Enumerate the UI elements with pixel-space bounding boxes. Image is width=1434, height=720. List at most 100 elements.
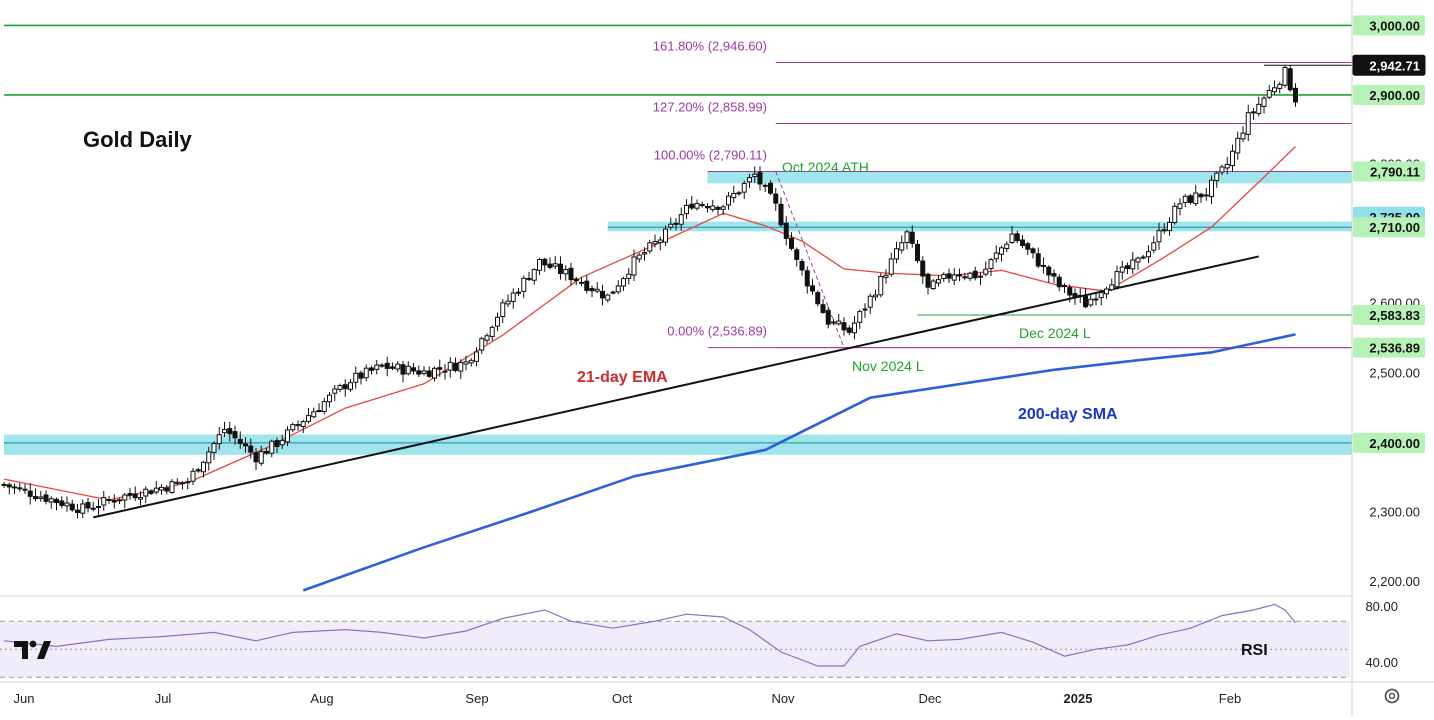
candle-body — [820, 304, 826, 313]
candle-body — [873, 294, 878, 298]
candle — [185, 477, 191, 490]
candle — [395, 361, 401, 373]
candle — [978, 272, 983, 286]
candle-body — [384, 362, 390, 369]
gear-icon[interactable] — [1384, 688, 1400, 704]
candle-body — [59, 500, 65, 506]
candle-body — [825, 310, 831, 325]
candle-body — [1256, 103, 1262, 114]
candle — [458, 359, 464, 380]
candle-body — [1266, 89, 1272, 98]
candle-body — [463, 361, 469, 365]
price-tag-label: 3,000.00 — [1369, 18, 1420, 33]
candle-body — [411, 367, 416, 372]
candle-body — [1240, 132, 1246, 140]
candle — [1025, 241, 1031, 256]
candle-body — [563, 268, 569, 275]
candle — [972, 266, 978, 281]
candle-body — [274, 440, 280, 447]
candle-body — [311, 411, 317, 418]
candle-body — [1177, 203, 1183, 209]
candle — [1077, 288, 1083, 304]
candle-body — [726, 195, 731, 206]
candle-body — [647, 242, 653, 252]
x-tick-label: Aug — [310, 691, 333, 706]
annotation-label: RSI — [1241, 642, 1268, 659]
candle-body — [1020, 239, 1025, 247]
candle — [547, 257, 553, 270]
candle-body — [75, 509, 80, 513]
candle-body — [90, 507, 96, 510]
candle-body — [747, 177, 752, 183]
candle — [253, 448, 259, 471]
candle — [930, 278, 936, 291]
candle-body — [537, 258, 542, 271]
candle — [90, 501, 96, 512]
candle — [752, 166, 758, 183]
candle — [169, 479, 175, 494]
candle — [1277, 81, 1283, 94]
candle — [248, 438, 254, 459]
candle — [925, 272, 931, 295]
candle — [1272, 80, 1277, 96]
fib-label: 0.00% (2,536.89) — [667, 324, 767, 339]
candle-body — [930, 280, 936, 290]
candle-body — [1188, 195, 1193, 204]
candle — [22, 483, 28, 495]
candle-body — [201, 461, 206, 473]
candle-body — [584, 280, 590, 291]
candle — [258, 445, 264, 466]
candle-body — [831, 321, 836, 324]
candle-body — [395, 363, 401, 370]
candle-body — [117, 499, 122, 502]
candle — [668, 217, 674, 230]
candle — [174, 478, 180, 486]
candle — [500, 298, 506, 324]
candle — [867, 293, 873, 314]
candle — [689, 195, 695, 211]
candle — [741, 180, 747, 200]
candle — [106, 495, 112, 504]
candle — [563, 265, 569, 281]
candle — [615, 280, 621, 295]
candle-body — [678, 214, 684, 225]
price-tag: 2,942.71 — [1352, 54, 1426, 76]
candle-body — [810, 285, 815, 292]
price-tag-label: 2,536.89 — [1369, 341, 1420, 356]
candle-body — [206, 451, 212, 464]
candle — [584, 275, 590, 294]
candle-body — [153, 487, 159, 493]
candle-body — [1272, 87, 1277, 93]
candle — [101, 490, 107, 511]
candle-body — [64, 502, 70, 507]
annotation-label: 21-day EMA — [577, 369, 668, 386]
candle — [516, 287, 521, 296]
candle — [300, 419, 306, 434]
candle-body — [243, 443, 248, 447]
candle-body — [453, 362, 458, 372]
candle — [537, 257, 542, 276]
candle — [264, 447, 269, 455]
price-tag-box — [1353, 304, 1425, 325]
candle-body — [348, 382, 353, 390]
candle — [332, 384, 338, 402]
candle — [327, 392, 332, 408]
candle-body — [264, 450, 269, 454]
candle-body — [390, 366, 395, 369]
y-tick-label: 2,500.00 — [1369, 365, 1420, 380]
candle-body — [589, 288, 595, 292]
candle — [279, 434, 285, 449]
candle — [374, 359, 380, 375]
candle — [1072, 288, 1078, 305]
candle — [1230, 144, 1235, 172]
candle-body — [909, 231, 915, 244]
candle-body — [69, 503, 75, 511]
candle — [957, 268, 962, 282]
candle-body — [1235, 137, 1241, 154]
candle-body — [642, 252, 647, 255]
candle-body — [374, 364, 380, 370]
candle — [484, 333, 490, 344]
candle-body — [894, 248, 899, 260]
candle — [222, 421, 227, 437]
candle-body — [999, 247, 1004, 255]
